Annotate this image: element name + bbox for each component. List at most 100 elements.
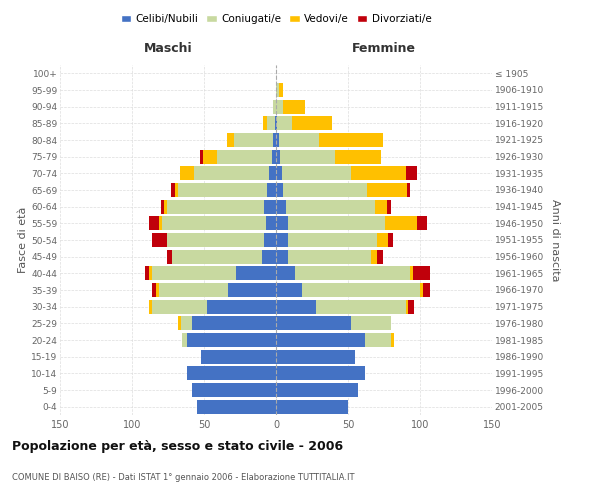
Bar	[152, 283, 157, 297]
Bar	[149, 266, 152, 280]
Bar	[335, 150, 381, 164]
Bar	[276, 216, 287, 230]
Bar	[287, 233, 377, 247]
Bar	[280, 150, 335, 164]
Bar	[263, 116, 268, 130]
Bar	[160, 283, 229, 297]
Bar	[292, 116, 332, 130]
Y-axis label: Anni di nascita: Anni di nascita	[550, 198, 560, 281]
Bar	[197, 400, 276, 414]
Bar	[410, 266, 413, 280]
Bar	[276, 300, 316, 314]
Bar	[287, 250, 371, 264]
Bar	[277, 116, 292, 130]
Bar	[157, 283, 160, 297]
Bar	[417, 216, 427, 230]
Bar	[413, 266, 430, 280]
Bar	[351, 316, 391, 330]
Bar	[200, 150, 203, 164]
Bar	[276, 350, 355, 364]
Bar	[149, 300, 152, 314]
Bar	[175, 183, 178, 197]
Bar	[171, 183, 175, 197]
Bar	[179, 166, 194, 180]
Bar	[276, 400, 348, 414]
Bar	[377, 233, 388, 247]
Bar	[181, 316, 193, 330]
Bar	[409, 300, 414, 314]
Bar	[276, 283, 302, 297]
Bar	[282, 166, 351, 180]
Bar	[262, 250, 276, 264]
Bar	[145, 266, 149, 280]
Bar	[193, 383, 276, 397]
Bar	[371, 250, 377, 264]
Bar	[187, 366, 276, 380]
Bar	[283, 183, 367, 197]
Bar	[302, 283, 420, 297]
Bar	[266, 216, 276, 230]
Bar	[276, 116, 277, 130]
Bar	[164, 200, 167, 214]
Bar	[406, 300, 409, 314]
Bar	[160, 216, 162, 230]
Bar	[287, 216, 385, 230]
Bar	[276, 183, 283, 197]
Bar	[276, 250, 287, 264]
Y-axis label: Fasce di età: Fasce di età	[18, 207, 28, 273]
Bar	[194, 166, 269, 180]
Bar	[229, 283, 276, 297]
Text: Femmine: Femmine	[352, 42, 416, 55]
Bar	[178, 316, 181, 330]
Bar	[367, 183, 407, 197]
Bar	[365, 333, 391, 347]
Bar	[167, 250, 172, 264]
Bar	[187, 333, 276, 347]
Bar	[162, 216, 266, 230]
Bar	[406, 166, 417, 180]
Text: Maschi: Maschi	[143, 42, 193, 55]
Bar	[167, 233, 265, 247]
Bar	[193, 316, 276, 330]
Bar	[420, 283, 423, 297]
Bar	[273, 100, 276, 114]
Bar	[377, 250, 383, 264]
Bar	[276, 150, 280, 164]
Bar	[286, 200, 376, 214]
Bar	[265, 233, 276, 247]
Bar	[283, 100, 305, 114]
Bar	[265, 200, 276, 214]
Bar	[236, 266, 276, 280]
Bar	[276, 100, 283, 114]
Bar	[276, 316, 351, 330]
Bar	[273, 133, 276, 147]
Bar	[149, 216, 160, 230]
Bar	[276, 333, 365, 347]
Legend: Celibi/Nubili, Coniugati/e, Vedovi/e, Divorziati/e: Celibi/Nubili, Coniugati/e, Vedovi/e, Di…	[116, 10, 436, 29]
Bar	[268, 183, 276, 197]
Bar	[217, 150, 272, 164]
Bar	[276, 383, 358, 397]
Bar	[276, 233, 287, 247]
Bar	[385, 216, 417, 230]
Bar	[276, 266, 295, 280]
Bar	[407, 183, 410, 197]
Bar	[207, 300, 276, 314]
Text: COMUNE DI BAISO (RE) - Dati ISTAT 1° gennaio 2006 - Elaborazione TUTTITALIA.IT: COMUNE DI BAISO (RE) - Dati ISTAT 1° gen…	[12, 473, 355, 482]
Bar	[201, 350, 276, 364]
Bar	[279, 83, 283, 97]
Bar	[152, 266, 236, 280]
Bar	[423, 283, 430, 297]
Bar	[167, 200, 265, 214]
Bar	[279, 133, 319, 147]
Bar	[388, 233, 392, 247]
Bar	[272, 150, 276, 164]
Bar	[203, 150, 217, 164]
Bar	[295, 266, 410, 280]
Bar	[376, 200, 387, 214]
Bar	[316, 300, 406, 314]
Bar	[351, 166, 406, 180]
Bar	[234, 133, 273, 147]
Bar	[269, 166, 276, 180]
Bar	[182, 333, 187, 347]
